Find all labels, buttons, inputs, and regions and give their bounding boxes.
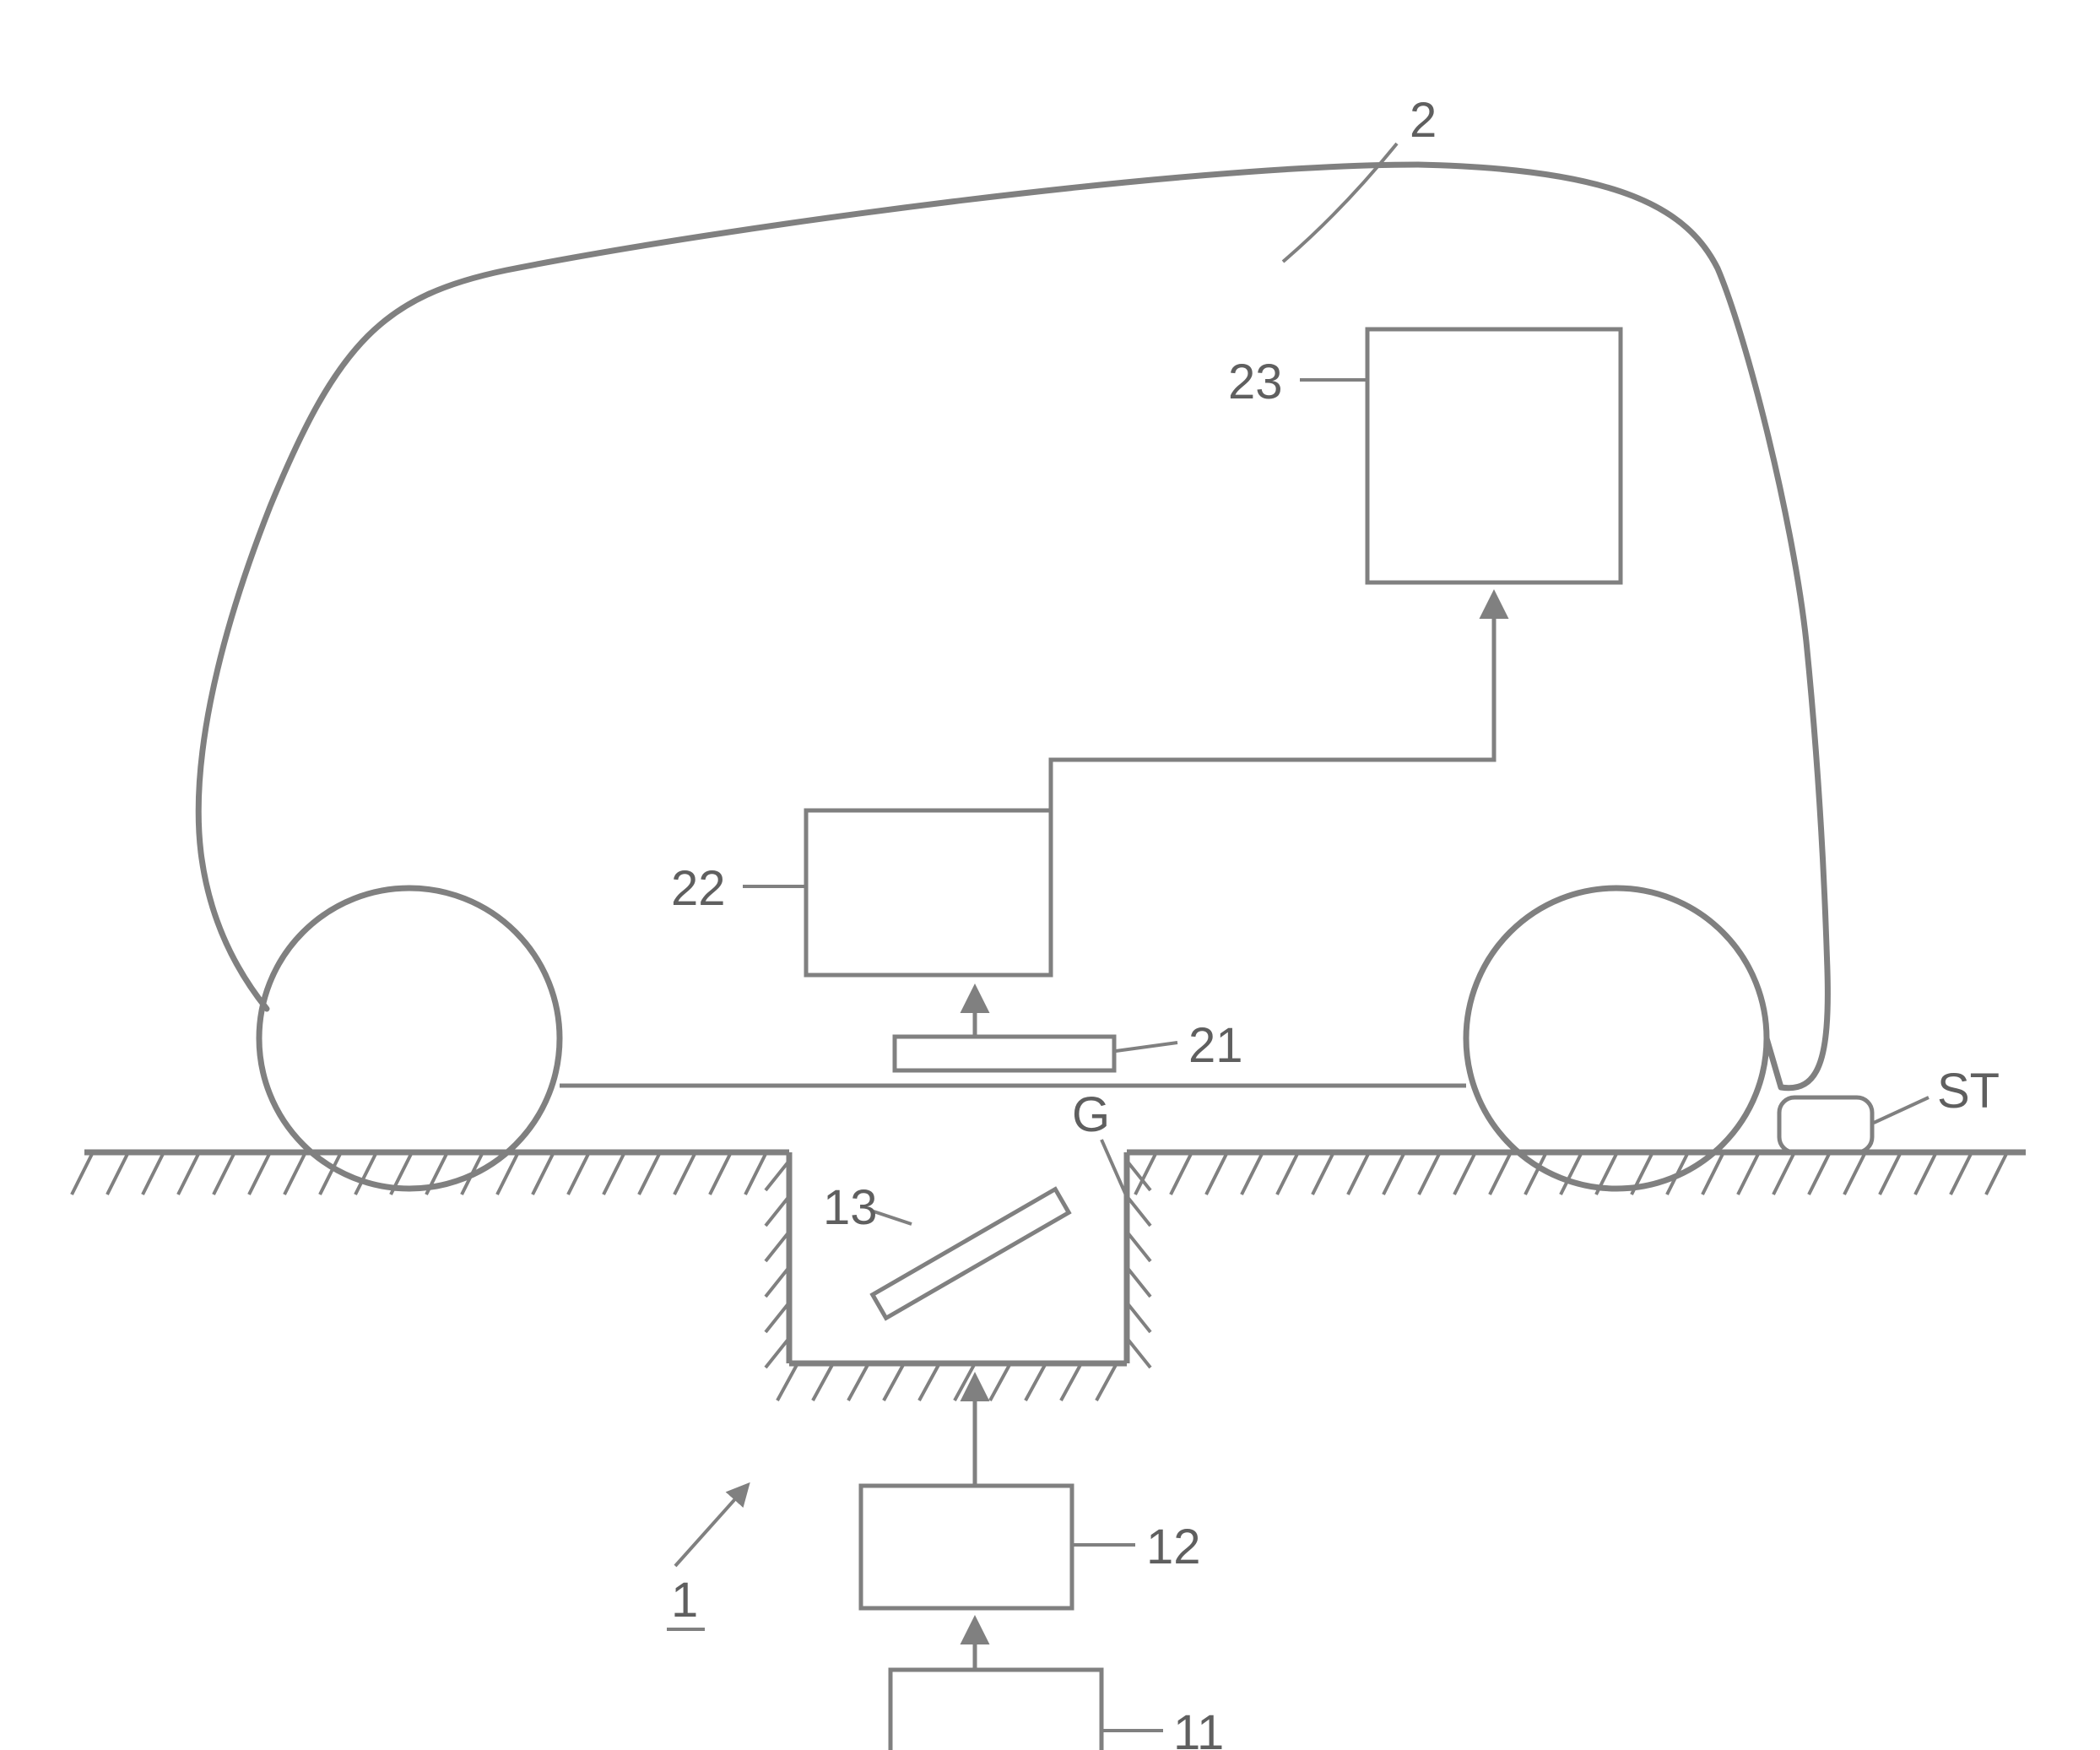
label-12: 12 <box>1146 1520 1201 1574</box>
ground-line <box>72 1152 2026 1195</box>
label-1: 1 <box>671 1573 698 1628</box>
wheel-stop <box>1779 1097 1872 1152</box>
transmitter-coil <box>873 1189 1069 1319</box>
arrow-22-to-23 <box>1051 595 1494 810</box>
leader-1 <box>675 1486 747 1566</box>
front-wheel <box>259 888 560 1189</box>
label-21: 21 <box>1188 1018 1243 1073</box>
label-2: 2 <box>1410 93 1437 148</box>
label-23: 23 <box>1228 355 1283 409</box>
leader-2 <box>1283 144 1397 262</box>
label-ST: ST <box>1937 1064 2000 1119</box>
label-13: 13 <box>823 1180 878 1235</box>
leader-21 <box>1116 1043 1177 1051</box>
power-source-box <box>890 1670 1101 1750</box>
leader-13 <box>874 1211 912 1224</box>
leader-ST <box>1874 1097 1929 1123</box>
rectifier-box <box>806 810 1051 975</box>
receiver-coil <box>895 1037 1114 1070</box>
label-22: 22 <box>671 861 726 916</box>
battery-box <box>1367 329 1621 582</box>
rear-wheel <box>1466 888 1767 1189</box>
vehicle-body <box>198 165 1827 1088</box>
leader-G <box>1101 1140 1127 1197</box>
label-11: 11 <box>1173 1705 1224 1750</box>
inverter-box <box>861 1486 1072 1608</box>
label-G: G <box>1072 1087 1110 1142</box>
